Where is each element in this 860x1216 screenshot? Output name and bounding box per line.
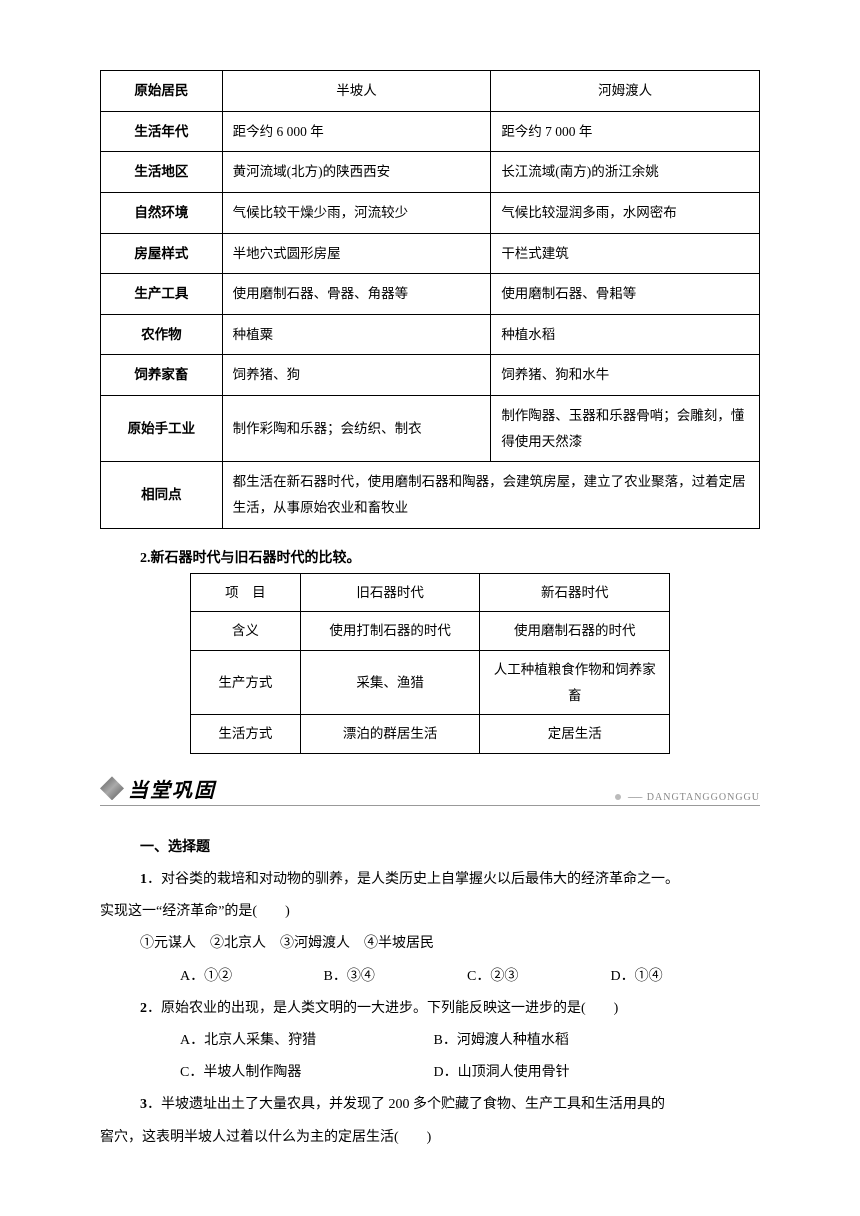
col-header-label: 原始居民 (101, 71, 223, 112)
q1-roman-choices: ①元谋人 ②北京人 ③河姆渡人 ④半坡居民 (100, 928, 760, 960)
cell: 使用磨制石器、骨耜等 (491, 274, 760, 315)
banner-left: 当堂巩固 (100, 774, 216, 803)
table-header-row: 项 目 旧石器时代 新石器时代 (191, 573, 670, 612)
section-banner: 当堂巩固 ---------- DANGTANGGONGGU (100, 776, 760, 806)
table-row: 生产工具 使用磨制石器、骨器、角器等 使用磨制石器、骨耜等 (101, 274, 760, 315)
row-label: 生产工具 (101, 274, 223, 315)
q1-option-b: B．③④ (284, 961, 424, 993)
q1-option-a: A．①② (140, 961, 280, 993)
table-row: 生产方式 采集、渔猎 人工种植粮食作物和饲养家畜 (191, 650, 670, 714)
cell: 使用磨制石器的时代 (480, 612, 670, 651)
q2-option-b: B．河姆渡人种植水稻 (394, 1025, 644, 1057)
q2-options-row1: A．北京人采集、狩猎 B．河姆渡人种植水稻 (100, 1025, 760, 1057)
cell: 干栏式建筑 (491, 233, 760, 274)
col-header: 新石器时代 (480, 573, 670, 612)
dot-icon (615, 794, 621, 800)
q1-stem-a: ．对谷类的栽培和对动物的驯养，是人类历史上自掌握火以后最伟大的经济革命之一。 (147, 872, 679, 887)
row-label: 原始手工业 (101, 396, 223, 462)
cell-same: 都生活在新石器时代，使用磨制石器和陶器，会建筑房屋，建立了农业聚落，过着定居生活… (222, 462, 759, 528)
table-row: 生活年代 距今约 6 000 年 距今约 7 000 年 (101, 111, 760, 152)
cell: 漂泊的群居生活 (300, 715, 480, 754)
q2-option-d: D．山顶洞人使用骨针 (394, 1057, 644, 1089)
comparison-table-2: 项 目 旧石器时代 新石器时代 含义 使用打制石器的时代 使用磨制石器的时代 生… (190, 573, 670, 754)
question-2: 2．原始农业的出现，是人类文明的一大进步。下列能反映这一进步的是( ) (100, 993, 760, 1025)
heading-2: 2.新石器时代与旧石器时代的比较。 (140, 547, 760, 567)
table-row: 生活方式 漂泊的群居生活 定居生活 (191, 715, 670, 754)
banner-right: ---------- DANGTANGGONGGU (615, 792, 760, 803)
cell: 距今约 7 000 年 (491, 111, 760, 152)
col-header-hemudu: 河姆渡人 (491, 71, 760, 112)
cell: 气候比较干燥少雨，河流较少 (222, 192, 491, 233)
question-1: 1．对谷类的栽培和对动物的驯养，是人类历史上自掌握火以后最伟大的经济革命之一。 (100, 864, 760, 896)
table-row: 生活地区 黄河流域(北方)的陕西西安 长江流域(南方)的浙江余姚 (101, 152, 760, 193)
q3-stem-a: ．半坡遗址出土了大量农具，并发现了 200 多个贮藏了食物、生产工具和生活用具的 (147, 1097, 665, 1112)
table-row-same: 相同点 都生活在新石器时代，使用磨制石器和陶器，会建筑房屋，建立了农业聚落，过着… (101, 462, 760, 528)
row-label: 饲养家畜 (101, 355, 223, 396)
q1-options: A．①② B．③④ C．②③ D．①④ (100, 961, 760, 993)
cell: 饲养猪、狗和水牛 (491, 355, 760, 396)
page: 原始居民 半坡人 河姆渡人 生活年代 距今约 6 000 年 距今约 7 000… (0, 0, 860, 1214)
row-label: 房屋样式 (101, 233, 223, 274)
cell: 黄河流域(北方)的陕西西安 (222, 152, 491, 193)
banner-pinyin: DANGTANGGONGGU (647, 792, 760, 803)
table-row: 房屋样式 半地穴式圆形房屋 干栏式建筑 (101, 233, 760, 274)
cell: 半地穴式圆形房屋 (222, 233, 491, 274)
table-row: 饲养家畜 饲养猪、狗 饲养猪、狗和水牛 (101, 355, 760, 396)
row-label: 农作物 (101, 314, 223, 355)
col-header-banpo: 半坡人 (222, 71, 491, 112)
cell: 饲养猪、狗 (222, 355, 491, 396)
q2-options-row2: C．半坡人制作陶器 D．山顶洞人使用骨针 (100, 1057, 760, 1089)
q2-option-c: C．半坡人制作陶器 (140, 1057, 390, 1089)
q2-option-a: A．北京人采集、狩猎 (140, 1025, 390, 1057)
dotted-line: ---------- (627, 792, 640, 803)
cell: 采集、渔猎 (300, 650, 480, 714)
table-row: 原始手工业 制作彩陶和乐器；会纺织、制衣 制作陶器、玉器和乐器骨哨；会雕刻，懂得… (101, 396, 760, 462)
cell: 使用打制石器的时代 (300, 612, 480, 651)
comparison-table-1: 原始居民 半坡人 河姆渡人 生活年代 距今约 6 000 年 距今约 7 000… (100, 70, 760, 529)
q3-number: 3 (140, 1097, 147, 1112)
cell: 人工种植粮食作物和饲养家畜 (480, 650, 670, 714)
table-row: 自然环境 气候比较干燥少雨，河流较少 气候比较湿润多雨，水网密布 (101, 192, 760, 233)
row-label: 生产方式 (191, 650, 301, 714)
section-title: 一、选择题 (100, 832, 760, 864)
cell: 定居生活 (480, 715, 670, 754)
q3-stem-b: 窖穴，这表明半坡人过着以什么为主的定居生活( ) (100, 1122, 760, 1154)
cell: 制作陶器、玉器和乐器骨哨；会雕刻，懂得使用天然漆 (491, 396, 760, 462)
row-label: 生活方式 (191, 715, 301, 754)
q1-stem-b: 实现这一“经济革命”的是( ) (100, 896, 760, 928)
q1-option-d: D．①④ (571, 961, 711, 993)
diamond-icon (100, 776, 124, 800)
table-row: 农作物 种植粟 种植水稻 (101, 314, 760, 355)
table-header-row: 原始居民 半坡人 河姆渡人 (101, 71, 760, 112)
cell: 种植粟 (222, 314, 491, 355)
row-label: 生活年代 (101, 111, 223, 152)
cell: 种植水稻 (491, 314, 760, 355)
q1-option-c: C．②③ (427, 961, 567, 993)
q2-stem: ．原始农业的出现，是人类文明的一大进步。下列能反映这一进步的是( ) (147, 1001, 618, 1016)
cell: 气候比较湿润多雨，水网密布 (491, 192, 760, 233)
cell: 距今约 6 000 年 (222, 111, 491, 152)
q2-number: 2 (140, 1001, 147, 1016)
banner-title: 当堂巩固 (128, 774, 216, 803)
cell: 长江流域(南方)的浙江余姚 (491, 152, 760, 193)
row-label-same: 相同点 (101, 462, 223, 528)
col-header: 项 目 (191, 573, 301, 612)
questions-body: 一、选择题 1．对谷类的栽培和对动物的驯养，是人类历史上自掌握火以后最伟大的经济… (100, 832, 760, 1154)
row-label: 自然环境 (101, 192, 223, 233)
q1-number: 1 (140, 872, 147, 887)
cell: 制作彩陶和乐器；会纺织、制衣 (222, 396, 491, 462)
question-3: 3．半坡遗址出土了大量农具，并发现了 200 多个贮藏了食物、生产工具和生活用具… (100, 1089, 760, 1121)
table-row: 含义 使用打制石器的时代 使用磨制石器的时代 (191, 612, 670, 651)
row-label: 含义 (191, 612, 301, 651)
col-header: 旧石器时代 (300, 573, 480, 612)
cell: 使用磨制石器、骨器、角器等 (222, 274, 491, 315)
row-label: 生活地区 (101, 152, 223, 193)
